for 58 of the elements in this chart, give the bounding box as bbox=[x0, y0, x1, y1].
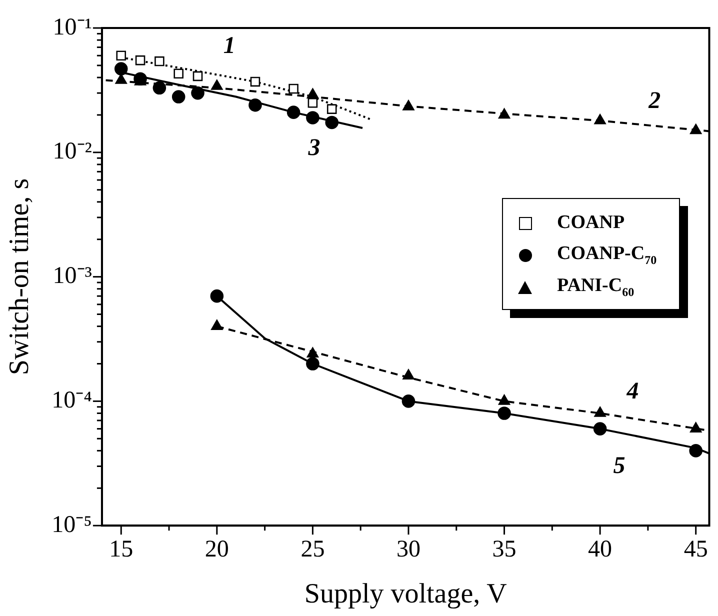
y-tick-label: 10⁻³ bbox=[52, 263, 92, 290]
point bbox=[116, 50, 126, 60]
x-tick-label: 15 bbox=[109, 536, 134, 562]
point bbox=[594, 114, 606, 124]
x-tick-label: 35 bbox=[492, 536, 516, 562]
point bbox=[325, 116, 339, 130]
series-label: 4 bbox=[626, 378, 639, 405]
point bbox=[152, 81, 166, 95]
point bbox=[154, 56, 164, 66]
x-tick-label: 25 bbox=[300, 536, 325, 562]
point bbox=[250, 76, 260, 87]
point bbox=[306, 357, 320, 370]
point bbox=[402, 100, 414, 110]
point bbox=[174, 68, 184, 78]
point bbox=[115, 74, 127, 84]
point bbox=[210, 289, 224, 303]
legend-label: PANI-C$_{60}$ bbox=[557, 274, 634, 300]
point bbox=[690, 422, 702, 432]
x-axis-title: Supply voltage, V bbox=[304, 578, 507, 610]
point bbox=[402, 369, 414, 380]
series-label: 5 bbox=[613, 452, 626, 479]
point bbox=[172, 90, 186, 104]
point bbox=[192, 71, 203, 82]
y-axis-title: Switch-on time, s bbox=[4, 178, 36, 376]
point bbox=[248, 98, 262, 112]
y-tick-label: 10⁻¹ bbox=[52, 14, 92, 40]
point bbox=[211, 320, 223, 330]
point bbox=[326, 104, 337, 114]
point bbox=[288, 84, 298, 94]
point bbox=[594, 406, 606, 417]
point bbox=[286, 106, 300, 119]
point bbox=[191, 86, 204, 100]
point bbox=[498, 394, 510, 405]
x-tick-label: 40 bbox=[588, 536, 612, 562]
point bbox=[498, 108, 510, 119]
point bbox=[689, 444, 702, 458]
series-label: 2 bbox=[648, 88, 661, 114]
y-tick-label: 10⁻² bbox=[52, 138, 92, 165]
x-tick-label: 30 bbox=[396, 536, 420, 562]
legend-label: COANP bbox=[557, 212, 625, 234]
point bbox=[114, 62, 128, 76]
series-label: 3 bbox=[307, 135, 320, 162]
series-label: 1 bbox=[223, 33, 236, 60]
point bbox=[402, 394, 416, 408]
point bbox=[211, 80, 223, 90]
point bbox=[498, 406, 511, 420]
y-tick-label: 10⁻⁵ bbox=[52, 512, 92, 538]
point bbox=[308, 98, 318, 108]
y-tick-label: 10⁻⁴ bbox=[52, 387, 92, 414]
point bbox=[593, 422, 607, 436]
point bbox=[690, 124, 702, 134]
x-tick-label: 45 bbox=[684, 536, 708, 562]
point bbox=[135, 55, 146, 66]
point bbox=[306, 111, 320, 124]
legend-label: COANP-C$_{70}$ bbox=[557, 242, 657, 268]
point bbox=[306, 347, 319, 358]
point bbox=[306, 88, 319, 99]
x-tick-label: 20 bbox=[204, 536, 229, 562]
